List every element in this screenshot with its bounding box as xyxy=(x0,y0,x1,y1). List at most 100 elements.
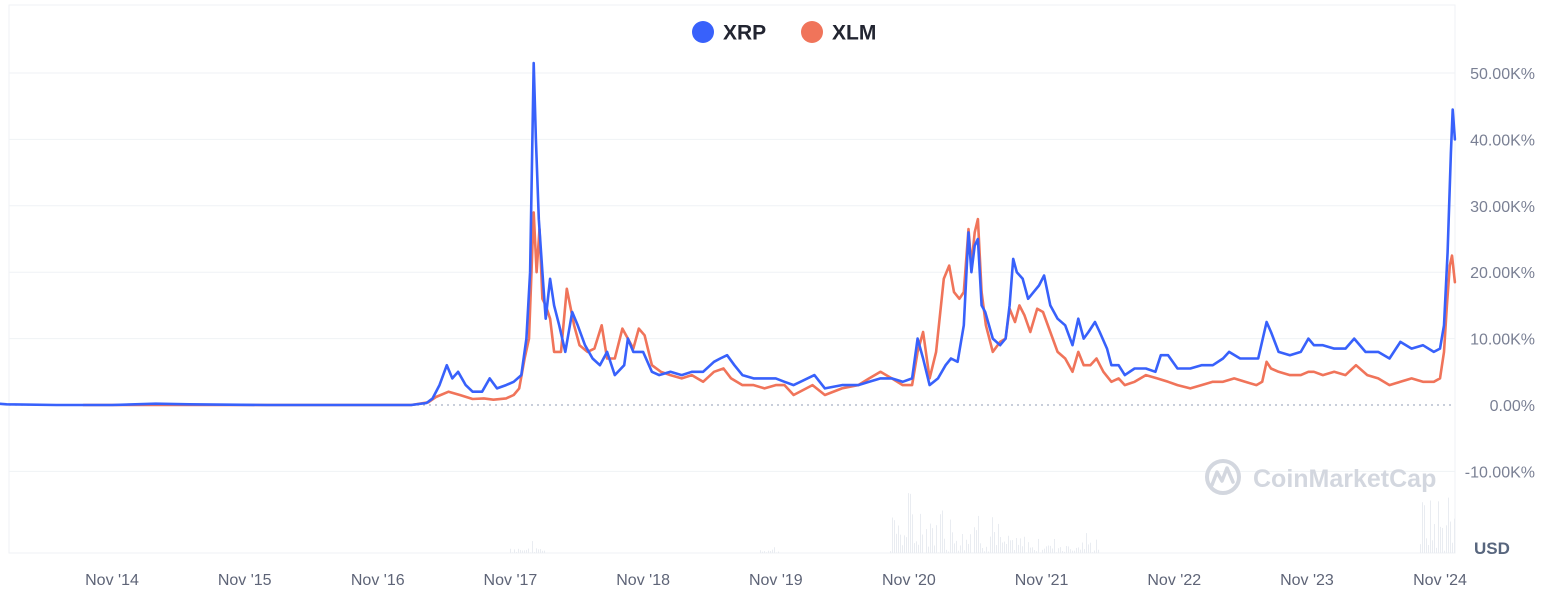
volume-bar xyxy=(912,514,913,553)
volume-bar xyxy=(930,524,931,553)
volume-bar xyxy=(1454,519,1455,553)
volume-bar xyxy=(764,551,765,553)
volume-bar xyxy=(1006,544,1007,553)
y-tick-label: 10.00K% xyxy=(1470,332,1535,349)
volume-bar xyxy=(894,520,895,553)
x-tick-label: Nov '22 xyxy=(1147,572,1201,589)
volume-bar xyxy=(914,543,915,553)
volume-bar xyxy=(768,551,769,553)
volume-unit-label: USD xyxy=(1474,539,1510,558)
volume-bar xyxy=(520,550,521,553)
x-tick-label: Nov '23 xyxy=(1280,572,1334,589)
volume-bar xyxy=(1048,545,1049,553)
volume-bar xyxy=(1444,551,1445,553)
volume-bar xyxy=(512,552,513,553)
volume-bar xyxy=(530,552,531,553)
volume-bar xyxy=(976,530,977,553)
volume-bar xyxy=(1420,544,1421,553)
volume-bar xyxy=(1026,552,1027,553)
volume-bar xyxy=(1058,548,1059,553)
volume-bar xyxy=(940,514,941,553)
legend-item-xlm[interactable]: XLM xyxy=(801,21,876,45)
volume-bar xyxy=(970,534,971,553)
volume-bar xyxy=(950,520,951,553)
volume-bar xyxy=(760,550,761,553)
volume-bar xyxy=(772,550,773,553)
volume-bar xyxy=(770,551,771,553)
series-lines xyxy=(0,63,1455,405)
volume-bar xyxy=(932,528,933,553)
y-axis: 50.00K%40.00K%30.00K%20.00K%10.00K%0.00%… xyxy=(1465,66,1535,481)
legend-item-xrp[interactable]: XRP xyxy=(692,21,766,45)
volume-bar xyxy=(1008,536,1009,553)
volume-bar xyxy=(1022,546,1023,553)
volume-bar xyxy=(1020,538,1021,553)
volume-bar xyxy=(766,552,767,553)
volume-bar xyxy=(514,549,515,553)
volume-bar xyxy=(1430,501,1431,553)
volume-bar xyxy=(1450,522,1451,553)
volume-bar xyxy=(1074,551,1075,553)
y-tick-label: 20.00K% xyxy=(1470,265,1535,282)
volume-bar xyxy=(1452,543,1453,553)
x-tick-label: Nov '19 xyxy=(749,572,803,589)
volume-bar xyxy=(1446,525,1447,553)
volume-bar xyxy=(900,535,901,553)
y-tick-label: -10.00K% xyxy=(1465,464,1535,481)
volume-bar xyxy=(524,550,525,553)
volume-bar xyxy=(774,547,775,553)
volume-bar xyxy=(1070,549,1071,553)
volume-bar xyxy=(1440,527,1441,553)
volume-bar xyxy=(922,535,923,553)
volume-bar xyxy=(1098,550,1099,553)
volume-bar xyxy=(1094,551,1095,553)
volume-bar xyxy=(1030,548,1031,553)
y-tick-label: 40.00K% xyxy=(1470,132,1535,149)
volume-bar xyxy=(978,516,979,553)
volume-bar xyxy=(1036,551,1037,553)
volume-bar xyxy=(540,549,541,553)
volume-bar xyxy=(1010,540,1011,553)
volume-bar xyxy=(510,549,511,553)
series-line-xlm xyxy=(84,212,1455,405)
volume-bar xyxy=(778,552,779,553)
volume-bar xyxy=(518,549,519,553)
volume-bar xyxy=(944,539,945,553)
volume-bar xyxy=(946,550,947,553)
volume-bar xyxy=(928,547,929,553)
volume-bar xyxy=(544,551,545,553)
volume-bar xyxy=(1432,540,1433,553)
volume-bar xyxy=(982,548,983,553)
volume-bar xyxy=(1084,549,1085,553)
volume-bar xyxy=(1014,550,1015,553)
volume-bar xyxy=(1436,548,1437,553)
x-tick-label: Nov '15 xyxy=(218,572,272,589)
volume-bar xyxy=(776,552,777,553)
volume-bar xyxy=(906,537,907,553)
volume-bar xyxy=(536,548,537,553)
volume-bar xyxy=(534,552,535,553)
volume-bar xyxy=(958,551,959,553)
volume-bar xyxy=(1096,540,1097,553)
volume-bar xyxy=(1024,537,1025,553)
volume-bar xyxy=(920,514,921,553)
volume-bar xyxy=(1004,542,1005,553)
watermark: CoinMarketCap xyxy=(1207,461,1436,493)
volume-bar xyxy=(542,551,543,553)
volume-bar xyxy=(1090,543,1091,553)
volume-bar xyxy=(892,518,893,553)
volume-bar xyxy=(916,541,917,553)
volume-bar xyxy=(526,550,527,553)
volume-bar xyxy=(902,545,903,553)
x-tick-label: Nov '17 xyxy=(484,572,538,589)
volume-bar xyxy=(1068,546,1069,553)
volume-bar xyxy=(962,534,963,553)
x-tick-label: Nov '14 xyxy=(85,572,139,589)
legend: XRP XLM xyxy=(692,21,876,45)
volume-bar xyxy=(934,545,935,553)
volume-bar xyxy=(968,544,969,553)
volume-bar xyxy=(1060,547,1061,553)
volume-bar xyxy=(986,547,987,553)
volume-bar xyxy=(960,545,961,553)
volume-bar xyxy=(1088,544,1089,553)
